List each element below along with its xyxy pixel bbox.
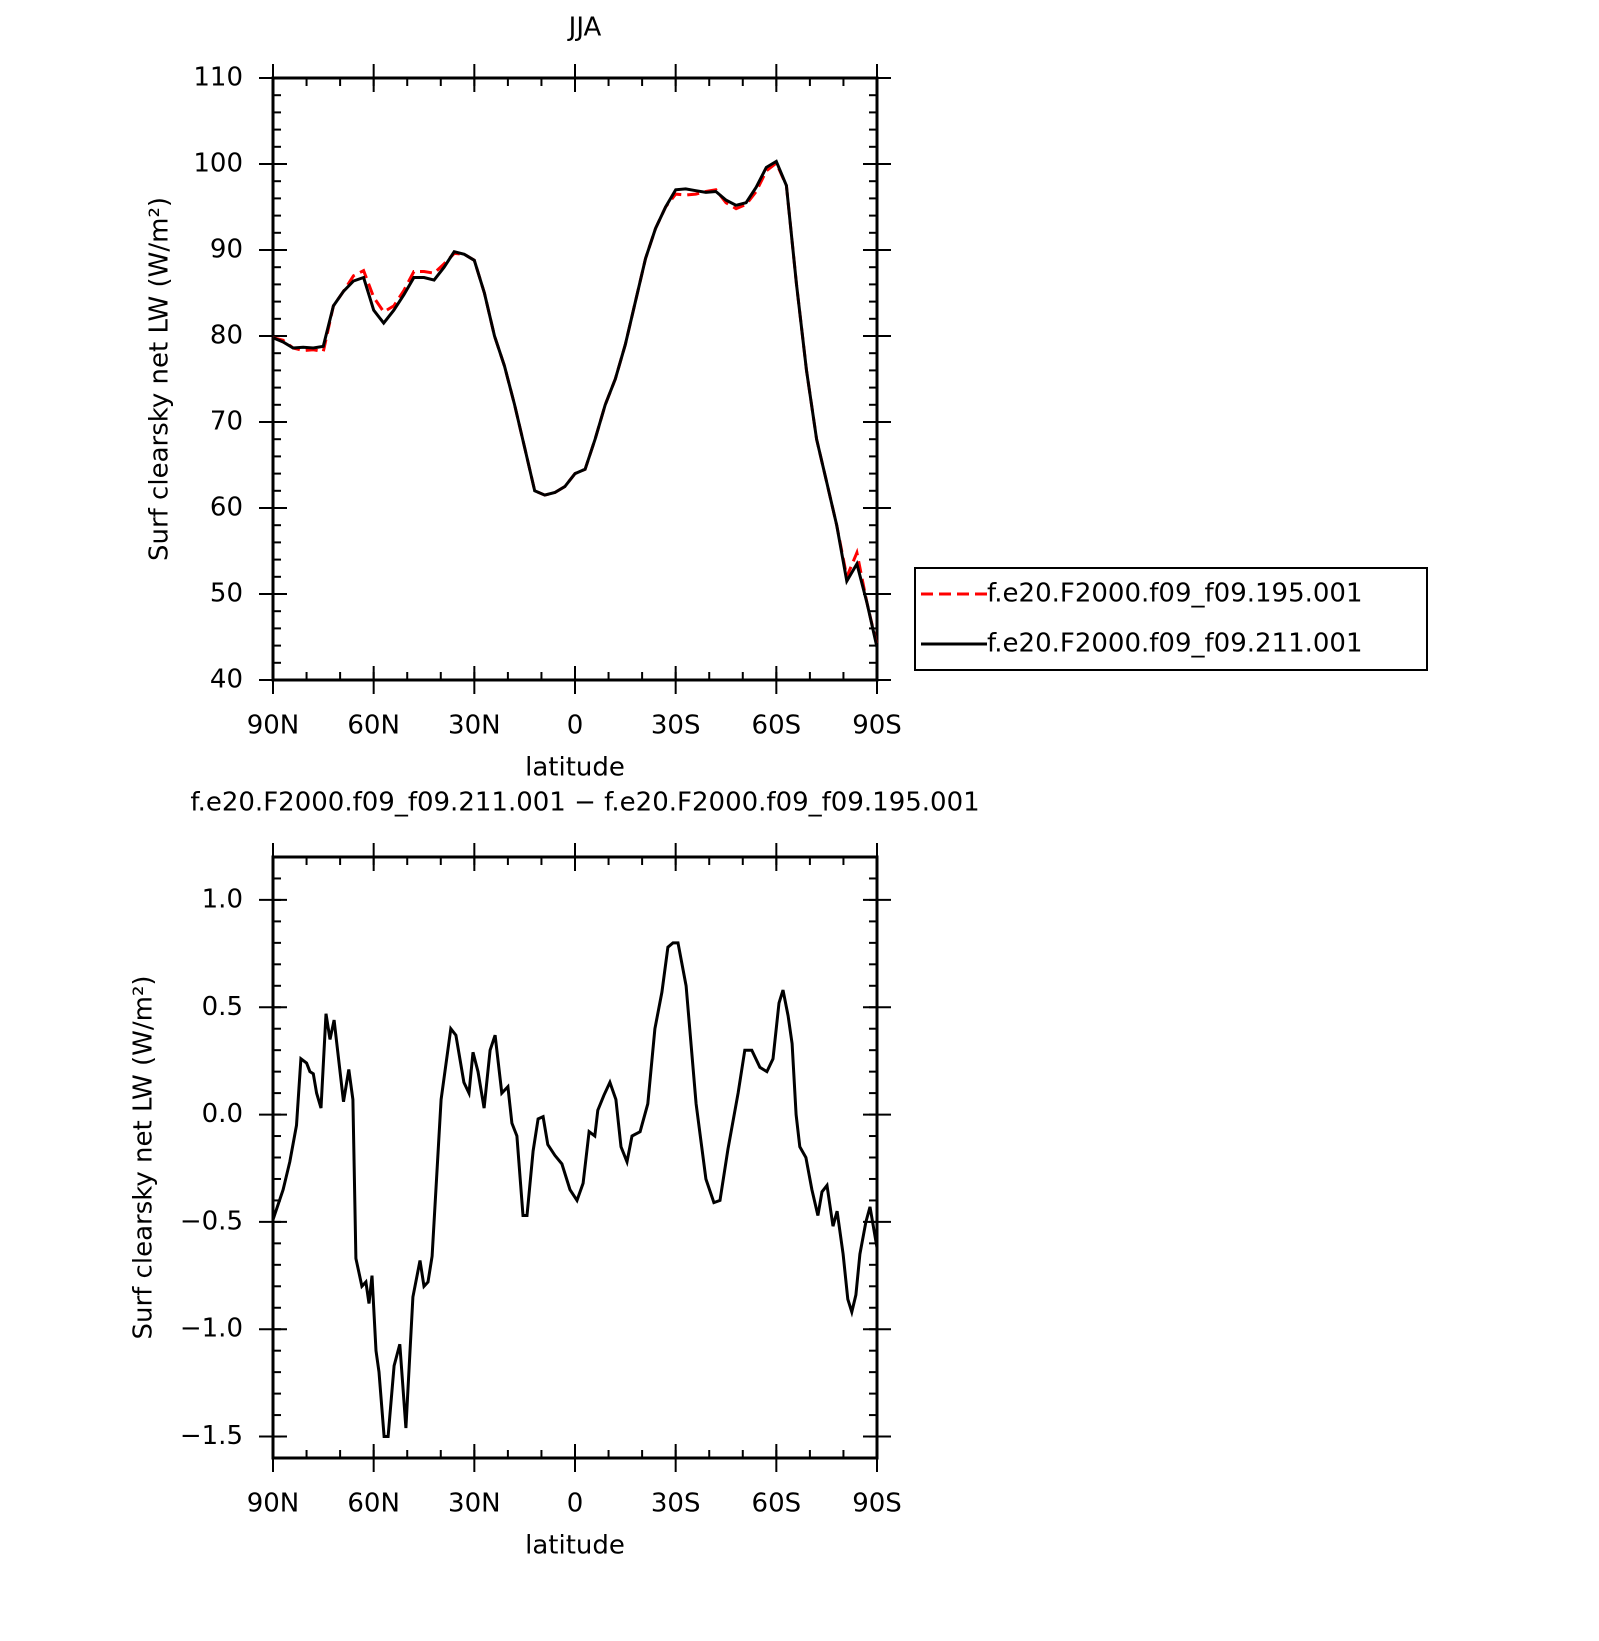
y-tick-label: −1.0: [180, 1314, 243, 1344]
y-tick-label: 50: [210, 579, 243, 609]
x-tick-label: 60N: [347, 711, 400, 741]
data-line: [272, 159, 879, 648]
data-line: [272, 160, 879, 646]
y-tick-label: 60: [210, 493, 243, 523]
plot-frame: [271, 855, 879, 1460]
x-tick-label: 30S: [651, 711, 701, 741]
y-tick-label: 1.0: [202, 884, 243, 914]
x-tick-label: 30N: [448, 711, 501, 741]
y-tick-label: 90: [210, 235, 243, 265]
y-tick-label: −1.5: [180, 1421, 243, 1451]
legend-label: f.e20.F2000.f09_f09.195.001: [987, 579, 1363, 609]
x-tick-label: 90N: [247, 711, 300, 741]
x-tick-label: 60S: [752, 1489, 802, 1519]
y-tick-label: 110: [193, 63, 243, 93]
legend-box: [914, 567, 1428, 671]
x-tick-label: 30N: [448, 1489, 501, 1519]
y-tick-label: 0.5: [202, 992, 243, 1022]
x-tick-label: 0: [567, 711, 584, 741]
x-tick-label: 60S: [752, 711, 802, 741]
y-tick-label: 0.0: [202, 1099, 243, 1129]
y-axis-label: Surf clearsky net LW (W/m²): [145, 197, 175, 561]
y-tick-label: −0.5: [180, 1206, 243, 1236]
data-line: [271, 941, 879, 1438]
x-axis-label: latitude: [525, 1531, 625, 1561]
chart-title: JJA: [567, 13, 602, 43]
x-tick-label: 90N: [247, 1489, 300, 1519]
x-tick-label: 60N: [347, 1489, 400, 1519]
x-tick-label: 90S: [852, 711, 902, 741]
x-tick-label: 30S: [651, 1489, 701, 1519]
y-tick-label: 70: [210, 407, 243, 437]
y-tick-label: 40: [210, 665, 243, 695]
y-tick-label: 80: [210, 321, 243, 351]
plot-frame: [271, 76, 879, 682]
legend-label: f.e20.F2000.f09_f09.211.001: [987, 629, 1363, 659]
chart-title: f.e20.F2000.f09_f09.211.001 − f.e20.F200…: [190, 788, 979, 818]
x-tick-label: 0: [567, 1489, 584, 1519]
y-axis-label: Surf clearsky net LW (W/m²): [129, 975, 159, 1339]
x-axis-label: latitude: [525, 753, 625, 783]
x-tick-label: 90S: [852, 1489, 902, 1519]
y-tick-label: 100: [193, 149, 243, 179]
